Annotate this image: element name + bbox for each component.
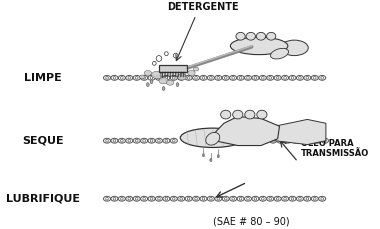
Ellipse shape: [166, 80, 174, 85]
Text: LIMPE: LIMPE: [24, 73, 62, 83]
Ellipse shape: [210, 158, 212, 162]
Ellipse shape: [202, 153, 204, 157]
Ellipse shape: [152, 71, 163, 79]
Ellipse shape: [257, 110, 267, 119]
Ellipse shape: [139, 75, 145, 79]
Ellipse shape: [271, 48, 288, 59]
Ellipse shape: [280, 40, 308, 56]
Text: (SAE # 80 – 90): (SAE # 80 – 90): [214, 216, 290, 226]
Ellipse shape: [177, 74, 187, 80]
Ellipse shape: [150, 80, 153, 84]
Ellipse shape: [246, 32, 255, 40]
Ellipse shape: [217, 155, 220, 158]
Ellipse shape: [221, 110, 231, 119]
Ellipse shape: [233, 110, 243, 119]
Ellipse shape: [193, 67, 199, 71]
Ellipse shape: [144, 71, 152, 76]
Ellipse shape: [176, 83, 179, 87]
FancyBboxPatch shape: [159, 65, 187, 72]
Text: SEQUE: SEQUE: [22, 136, 64, 146]
Ellipse shape: [180, 128, 245, 147]
Ellipse shape: [146, 83, 149, 87]
Text: DETERGENTE: DETERGENTE: [167, 2, 238, 12]
Ellipse shape: [162, 87, 165, 90]
Ellipse shape: [266, 32, 276, 40]
Ellipse shape: [159, 78, 168, 84]
Ellipse shape: [188, 71, 195, 76]
Ellipse shape: [236, 32, 245, 40]
Text: ÓLEO PARA
TRANSMISSÃO: ÓLEO PARA TRANSMISSÃO: [301, 139, 369, 158]
Polygon shape: [215, 117, 280, 146]
Text: LUBRIFIQUE: LUBRIFIQUE: [6, 194, 80, 204]
Ellipse shape: [256, 32, 266, 40]
Ellipse shape: [230, 37, 288, 55]
Polygon shape: [275, 120, 326, 144]
Ellipse shape: [245, 110, 255, 119]
Ellipse shape: [206, 132, 220, 145]
